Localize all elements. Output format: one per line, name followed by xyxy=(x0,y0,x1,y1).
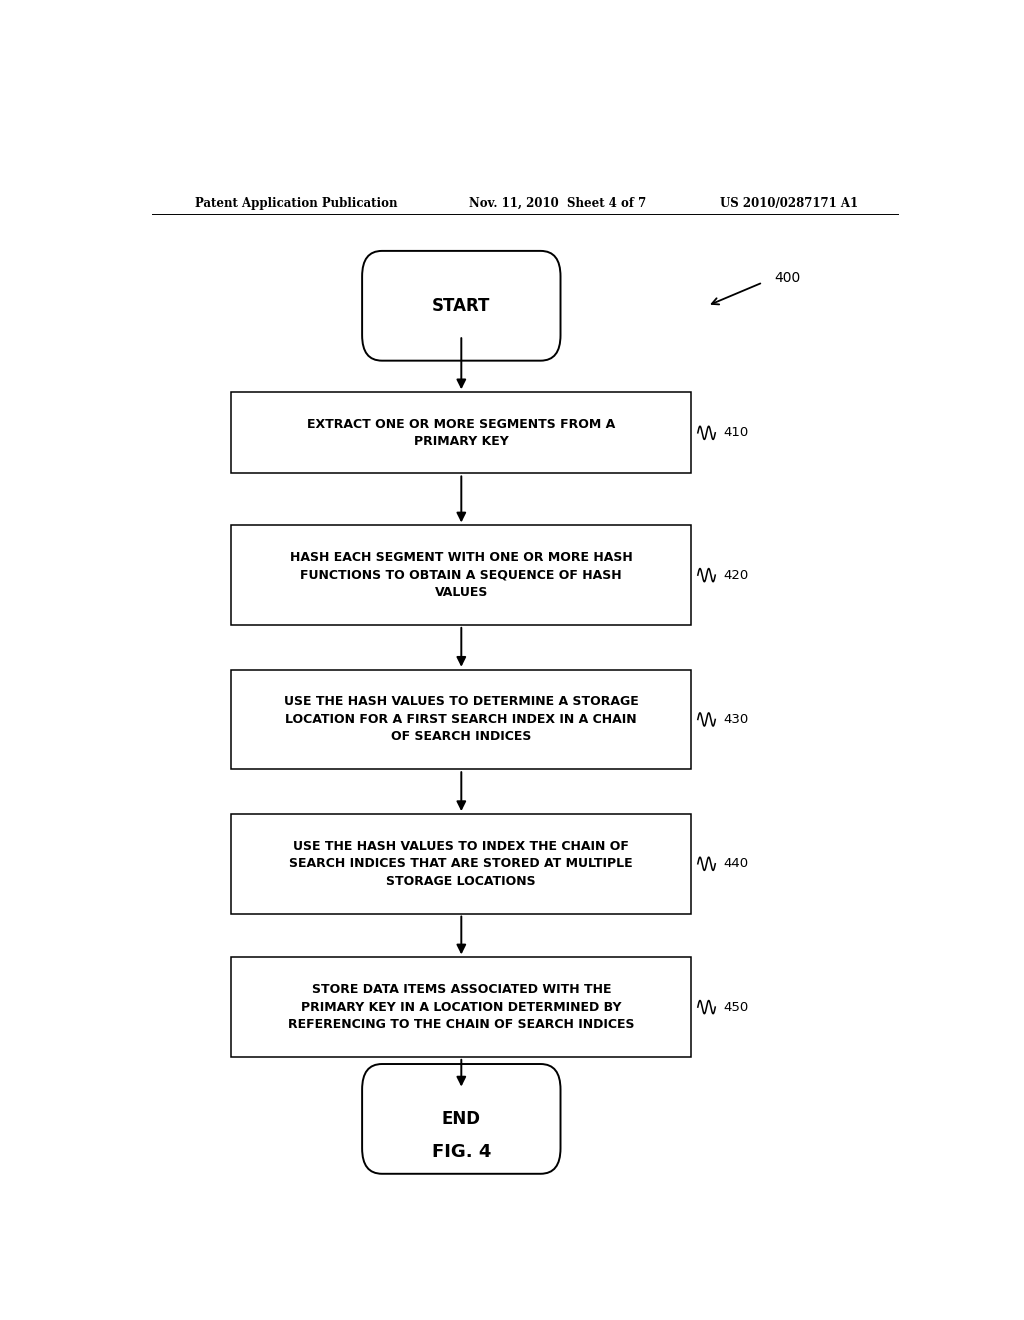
Text: END: END xyxy=(441,1110,481,1127)
Text: STORE DATA ITEMS ASSOCIATED WITH THE
PRIMARY KEY IN A LOCATION DETERMINED BY
REF: STORE DATA ITEMS ASSOCIATED WITH THE PRI… xyxy=(288,983,635,1031)
Text: 430: 430 xyxy=(723,713,749,726)
Text: Patent Application Publication: Patent Application Publication xyxy=(196,197,398,210)
Text: Nov. 11, 2010  Sheet 4 of 7: Nov. 11, 2010 Sheet 4 of 7 xyxy=(469,197,646,210)
Text: 410: 410 xyxy=(723,426,749,440)
Text: START: START xyxy=(432,297,490,314)
Text: FIG. 4: FIG. 4 xyxy=(432,1143,490,1162)
Text: HASH EACH SEGMENT WITH ONE OR MORE HASH
FUNCTIONS TO OBTAIN A SEQUENCE OF HASH
V: HASH EACH SEGMENT WITH ONE OR MORE HASH … xyxy=(290,552,633,599)
FancyBboxPatch shape xyxy=(362,1064,560,1173)
Text: 400: 400 xyxy=(775,272,801,285)
Bar xyxy=(231,525,691,624)
Text: USE THE HASH VALUES TO INDEX THE CHAIN OF
SEARCH INDICES THAT ARE STORED AT MULT: USE THE HASH VALUES TO INDEX THE CHAIN O… xyxy=(290,840,633,888)
Bar xyxy=(231,392,691,474)
FancyBboxPatch shape xyxy=(362,251,560,360)
Text: US 2010/0287171 A1: US 2010/0287171 A1 xyxy=(720,197,858,210)
Bar xyxy=(231,957,691,1057)
Text: 420: 420 xyxy=(723,569,749,582)
Text: 440: 440 xyxy=(723,857,749,870)
Text: 450: 450 xyxy=(723,1001,749,1014)
Bar xyxy=(231,669,691,770)
Text: USE THE HASH VALUES TO DETERMINE A STORAGE
LOCATION FOR A FIRST SEARCH INDEX IN : USE THE HASH VALUES TO DETERMINE A STORA… xyxy=(284,696,639,743)
Bar xyxy=(231,814,691,913)
Text: EXTRACT ONE OR MORE SEGMENTS FROM A
PRIMARY KEY: EXTRACT ONE OR MORE SEGMENTS FROM A PRIM… xyxy=(307,417,615,447)
